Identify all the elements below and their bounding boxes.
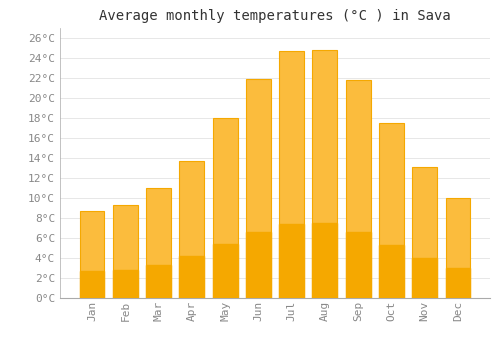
Bar [146,265,171,298]
Bar [379,245,404,298]
Bar [180,257,204,298]
Bar [113,205,138,298]
Bar [146,188,171,298]
Bar [446,267,470,297]
Bar [80,211,104,298]
Bar [412,167,437,298]
Bar [279,51,304,298]
Bar [246,79,271,298]
Bar [446,198,470,298]
Bar [412,258,437,298]
Bar [113,270,138,298]
Bar [312,50,338,298]
Bar [80,272,104,298]
Bar [312,223,338,298]
Bar [212,244,238,298]
Bar [379,123,404,298]
Bar [346,80,370,298]
Title: Average monthly temperatures (°C ) in Sava: Average monthly temperatures (°C ) in Sa… [99,9,451,23]
Bar [212,118,238,297]
Bar [279,224,304,298]
Bar [246,232,271,298]
Bar [180,161,204,298]
Bar [346,232,370,298]
